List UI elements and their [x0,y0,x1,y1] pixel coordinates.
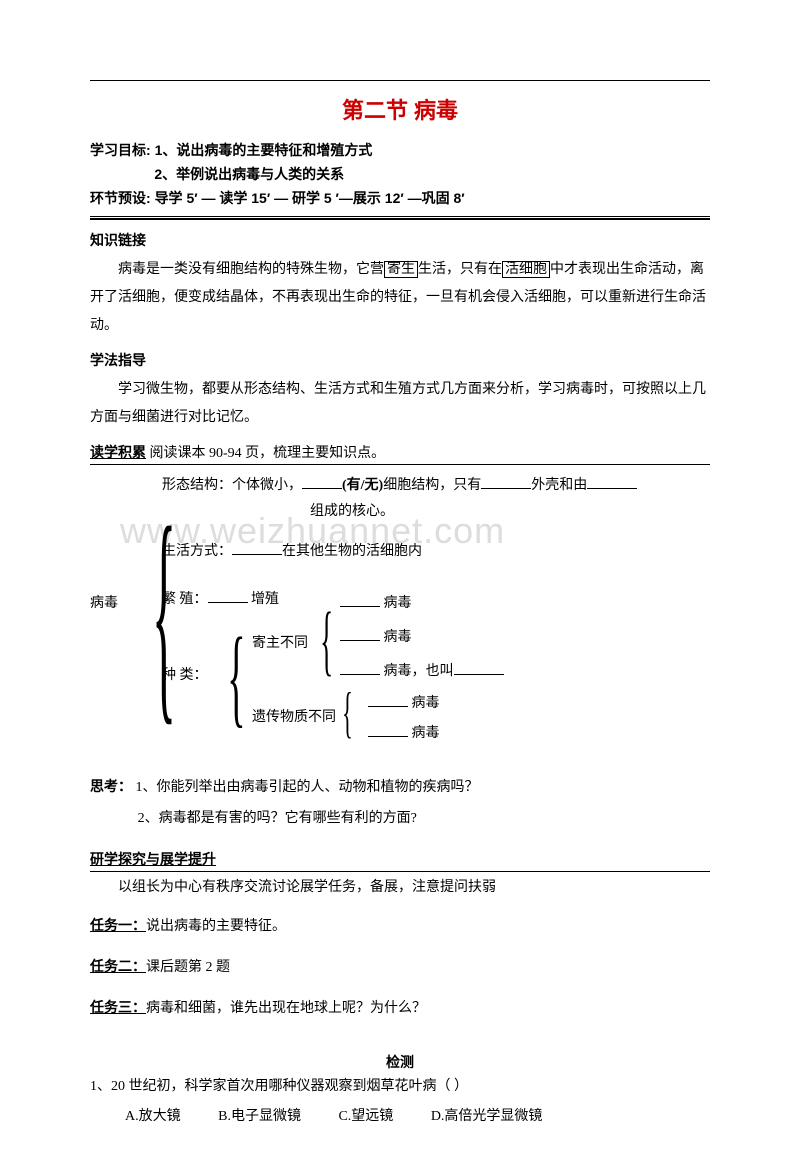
opt-c: C.望远镜 [338,1109,393,1124]
tree-kinds: 种 类： [162,663,208,690]
think-2: 2、病毒都是有害的吗？它有哪些有利的方面? [90,804,710,835]
test-title: 检测 [90,1052,710,1072]
virus-1: 病毒 [340,591,412,618]
task3-head: 任务三： [90,999,146,1015]
sec-research: 研学探究与展学提升 [90,849,710,869]
sec-read-tail: 阅读课本 90-94 页，梳理主要知识点。 [146,446,385,461]
t-l1a: 形态结构：个体微小， [162,478,302,493]
tree-root: 病毒 [90,591,118,618]
think-label: 思考： [90,778,132,794]
t-l1d: 外壳和由 [531,478,587,493]
brace-kinds: { [227,621,245,731]
opt-a: A.放大镜 [125,1109,181,1124]
t-l1c: 细胞结构，只有 [383,478,481,493]
sec-read: 读学积累 阅读课本 90-94 页，梳理主要知识点。 [90,442,710,462]
t-l2a: 生活方式： [162,544,232,559]
task-2: 任务二：课后题第 2 题 [90,951,710,984]
goals-label: 学习目标: [90,142,151,158]
top-rule [90,80,710,81]
think-1: 1、你能列举出由病毒引起的人、动物和植物的疾病吗？ [136,780,479,795]
virus-5: 病毒 [368,721,440,748]
virus-4: 病毒 [368,691,440,718]
box-jisheng: 寄生 [384,261,418,278]
goal-2: 2、举例说出病毒与人类的关系 [90,163,710,187]
task1-text: 说出病毒的主要特征。 [146,919,286,934]
thin-rule-2 [90,871,710,872]
task1-head: 任务一： [90,917,146,933]
t-l3a: 繁 殖： [162,592,208,607]
task2-text: 课后题第 2 题 [146,960,230,975]
tree-morph: 形态结构：个体微小， (有/无)细胞结构，只有 外壳和由 [162,473,637,500]
task-1: 任务一：说出病毒的主要特征。 [90,910,710,943]
q1-options: A.放大镜 B.电子显微镜 C.望远镜 D.高倍光学显微镜 [90,1103,710,1131]
link-text-b: 生活，只有在 [418,262,502,277]
brace-sub1: { [320,601,333,679]
link-para: 病毒是一类没有细胞结构的特殊生物，它营寄生生活，只有在活细胞中才表现出生命活动，… [90,256,710,340]
task-3: 任务三：病毒和细菌，谁先出现在地球上呢？为什么？ [90,992,710,1025]
goals: 学习目标: 1、说出病毒的主要特征和增殖方式 [90,139,710,163]
tree-repro: 繁 殖： 增殖 [162,587,279,614]
concept-tree: 病毒 { 形态结构：个体微小， (有/无)细胞结构，只有 外壳和由 组成的核心。 生… [90,473,710,753]
sec-knowledge-link: 知识链接 [90,230,710,250]
sec-method: 学法指导 [90,350,710,370]
virus-3: 病毒，也叫 [340,659,504,686]
schedule: 环节预设: 导学 5′ — 读学 15′ — 研学 5 ′—展示 12′ —巩固… [90,187,710,211]
link-text-a: 病毒是一类没有细胞结构的特殊生物，它营 [118,262,384,277]
schedule-label: 环节预设: [90,190,151,206]
opt-b: B.电子显微镜 [218,1109,301,1124]
t-l2b: 在其他生物的活细胞内 [282,544,422,559]
page-content: 第二节 病毒 学习目标: 1、说出病毒的主要特征和增殖方式 2、举例说出病毒与人… [0,0,800,1171]
schedule-text: 导学 5′ — 读学 15′ — 研学 5 ′—展示 12′ —巩固 8′ [155,190,465,206]
task2-head: 任务二： [90,958,146,974]
virus-2: 病毒 [340,625,412,652]
t-l1b: (有/无) [342,478,383,493]
tree-sub1: 寄主不同 [252,631,308,658]
box-huoxibao: 活细胞 [502,261,550,278]
tree-life: 生活方式： 在其他生物的活细胞内 [162,539,422,566]
research-para: 以组长为中心有秩序交流讨论展学任务，备展，注意提问扶弱 [90,874,710,902]
think-block: 思考： 1、你能列举出由病毒引起的人、动物和植物的疾病吗？ [90,771,710,804]
question-1: 1、20 世纪初，科学家首次用哪种仪器观察到烟草花叶病（ ） [90,1072,710,1103]
t-l3b: 增殖 [248,592,280,607]
tree-sub2: 遗传物质不同 [252,705,336,732]
double-rule-1 [90,216,710,220]
tree-morph-2: 组成的核心。 [310,499,394,526]
method-para: 学习微生物，都要从形态结构、生活方式和生殖方式几方面来分析，学习病毒时，可按照以… [90,376,710,432]
sec-read-head: 读学积累 [90,444,146,460]
task3-text: 病毒和细菌，谁先出现在地球上呢？为什么？ [146,1001,426,1016]
page-title: 第二节 病毒 [90,93,710,125]
brace-sub2: { [342,685,353,741]
thin-rule-1 [90,464,710,465]
opt-d: D.高倍光学显微镜 [431,1109,543,1124]
goal-1: 1、说出病毒的主要特征和增殖方式 [155,142,373,158]
